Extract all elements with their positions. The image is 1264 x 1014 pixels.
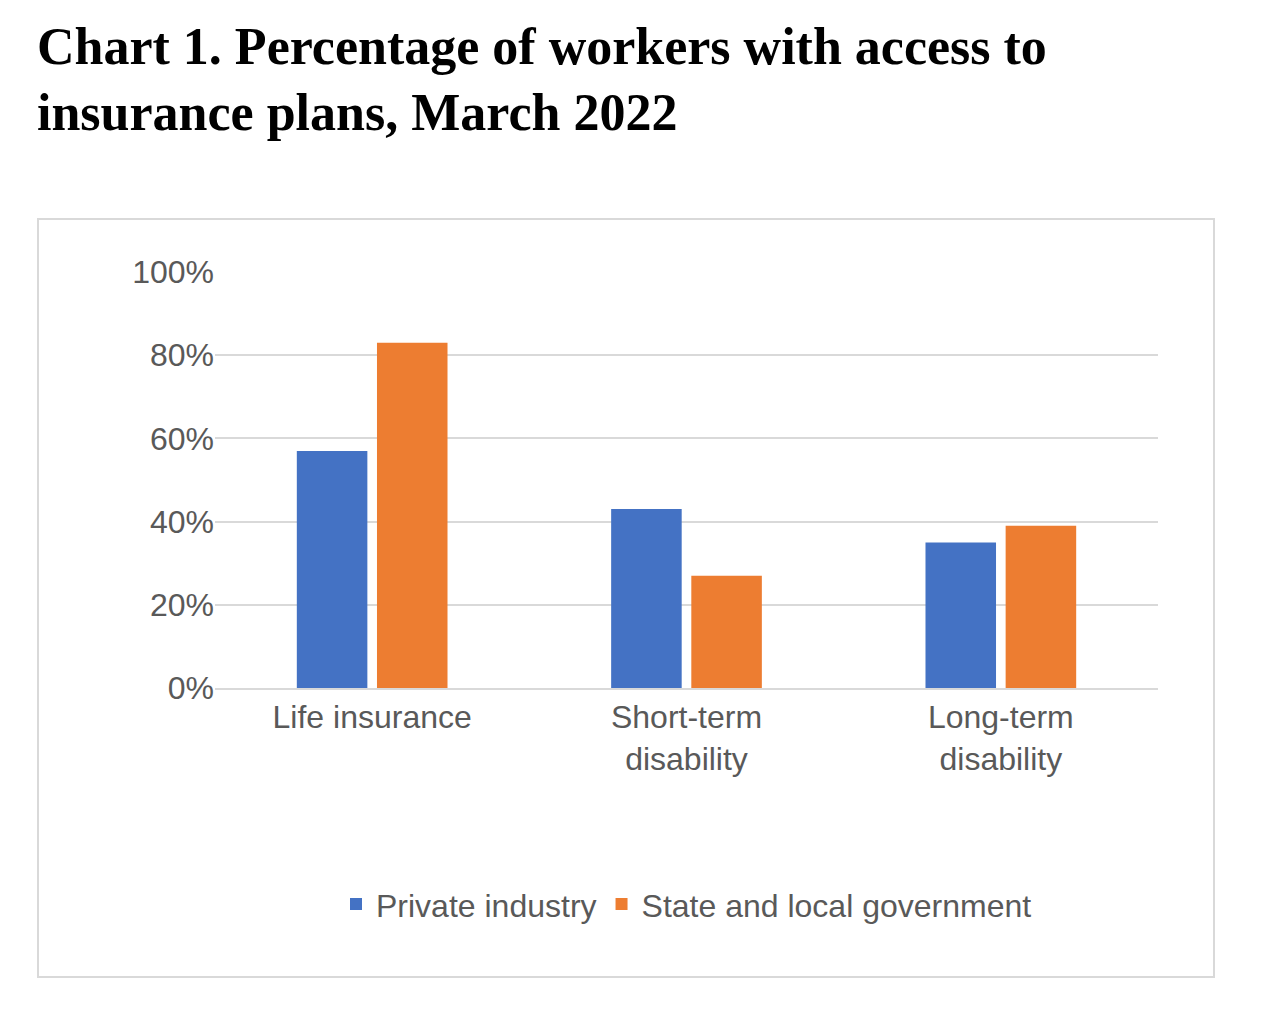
svg-text:Private industry: Private industry <box>376 888 597 924</box>
svg-text:0%: 0% <box>168 670 214 706</box>
svg-text:Short-termdisability: Short-termdisability <box>611 699 762 777</box>
svg-text:100%: 100% <box>132 254 214 290</box>
svg-text:State and local government: State and local government <box>642 888 1032 924</box>
svg-text:60%: 60% <box>150 421 214 457</box>
svg-text:40%: 40% <box>150 504 214 540</box>
svg-text:Long-termdisability: Long-termdisability <box>928 699 1074 777</box>
html-text:Chart 1. Percentage of workers: Chart 1. Percentage of workers with acce… <box>37 18 1047 141</box>
svg-text:80%: 80% <box>150 337 214 373</box>
svg-text:20%: 20% <box>150 587 214 623</box>
svg-text:Life insurance: Life insurance <box>273 699 472 735</box>
